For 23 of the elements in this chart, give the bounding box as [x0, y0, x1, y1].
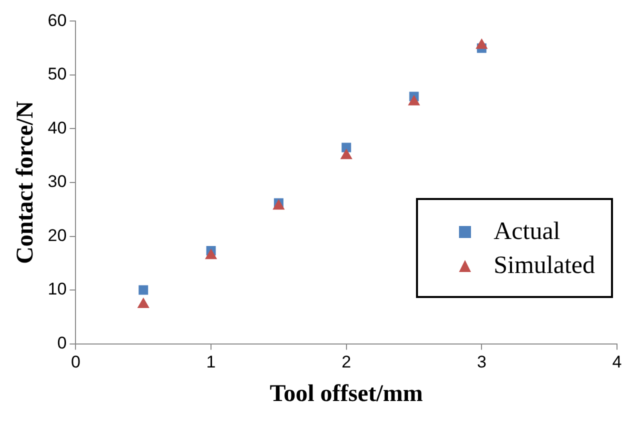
- x-tick-label: 2: [342, 352, 352, 372]
- point: [342, 142, 352, 152]
- point: [340, 149, 352, 160]
- x-axis-title: Tool offset/mm: [270, 380, 423, 407]
- legend-label: Simulated: [494, 252, 595, 280]
- point: [138, 298, 150, 308]
- y-tick-label: 50: [48, 64, 67, 84]
- x-tick-label: 3: [476, 352, 486, 372]
- legend-label: Actual: [494, 218, 560, 246]
- x-tick-label: 4: [612, 352, 622, 372]
- y-tick-label: 0: [57, 333, 67, 352]
- point: [408, 95, 420, 106]
- y-axis-title: Contact force/N: [12, 100, 39, 264]
- point: [476, 38, 488, 49]
- x-tick-label: 0: [70, 352, 80, 372]
- y-tick-label: 60: [48, 10, 67, 30]
- point: [138, 285, 148, 295]
- y-tick-label: 30: [48, 172, 67, 192]
- y-tick-label: 10: [48, 280, 67, 299]
- point: [205, 249, 217, 260]
- y-tick-label: 40: [48, 118, 67, 138]
- x-tick-label: 1: [206, 352, 216, 372]
- y-tick-label: 20: [48, 226, 67, 245]
